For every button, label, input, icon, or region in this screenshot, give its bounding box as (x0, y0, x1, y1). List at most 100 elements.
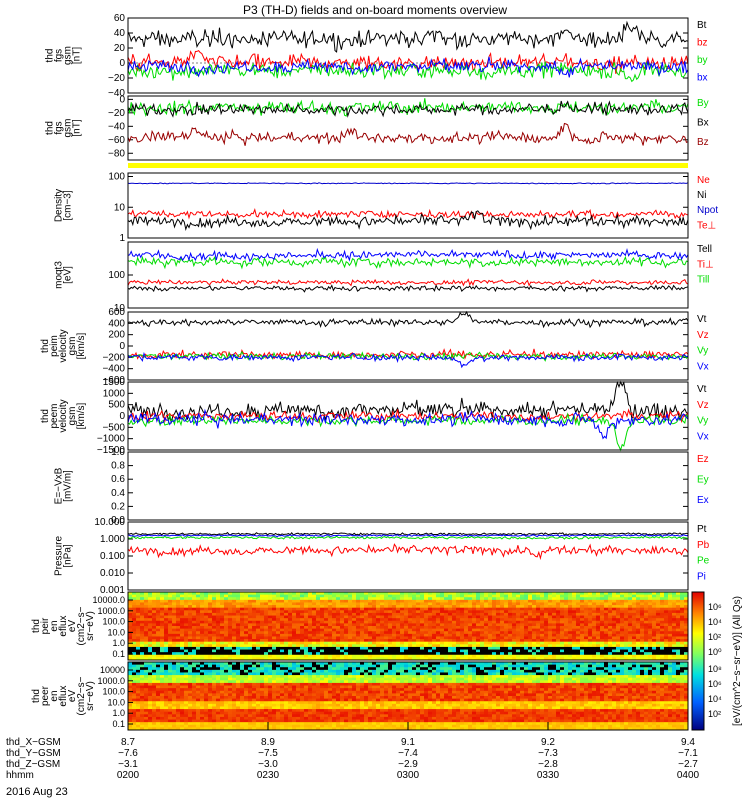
spectrogram-cell (284, 628, 289, 632)
spectrogram-cell (132, 677, 137, 681)
spectrogram-cell (640, 636, 645, 640)
spectrogram-cell (624, 602, 629, 606)
spectrogram-cell (416, 605, 421, 609)
spectrogram-cell (140, 612, 145, 616)
spectrogram-cell (260, 610, 265, 614)
spectrogram-cell (684, 607, 689, 611)
spectrogram-cell (632, 597, 637, 601)
spectrogram-cell (232, 688, 237, 692)
spectrogram-cell (256, 716, 261, 720)
spectrogram-cell (464, 636, 469, 640)
spectrogram-cell (216, 672, 221, 676)
spectrogram-cell (352, 644, 357, 648)
spectrogram-cell (312, 597, 317, 601)
spectrogram-cell (636, 612, 641, 616)
spectrogram-cell (360, 607, 365, 611)
spectrogram-cell (532, 646, 537, 650)
spectrogram-cell (452, 612, 457, 616)
spectrogram-cell (600, 602, 605, 606)
spectrogram-cell (188, 664, 193, 668)
spectrogram-cell (284, 698, 289, 702)
spectrogram-cell (188, 722, 193, 726)
spectrogram-cell (440, 592, 445, 596)
spectrogram-cell (348, 646, 353, 650)
spectrogram-cell (444, 623, 449, 627)
spectrogram-cell (412, 599, 417, 603)
spectrogram-cell (560, 633, 565, 637)
spectrogram-cell (548, 628, 553, 632)
spectrogram-cell (504, 652, 509, 656)
spectrogram-cell (520, 599, 525, 603)
legend-vx: Vx (697, 361, 709, 372)
spectrogram-cell (652, 607, 657, 611)
spectrogram-cell (672, 652, 677, 656)
spectrogram-cell (296, 618, 301, 622)
legend-npot: Npot (697, 205, 718, 216)
spectrogram-cell (524, 649, 529, 653)
spectrogram-cell (196, 631, 201, 635)
spectrogram-cell (496, 597, 501, 601)
spectrogram-cell (212, 649, 217, 653)
spectrogram-cell (272, 649, 277, 653)
spectrogram-cell (168, 641, 173, 645)
spectrogram-cell (532, 610, 537, 614)
spectrogram-cell (392, 641, 397, 645)
spectrogram-cell (560, 652, 565, 656)
spectrogram-cell (532, 652, 537, 656)
spectrogram-cell (136, 641, 141, 645)
spectrogram-cell (172, 696, 177, 700)
spectrogram-cell (252, 612, 257, 616)
spectrogram-cell (416, 615, 421, 619)
spectrogram-cell (656, 605, 661, 609)
spectrogram-cell (140, 667, 145, 671)
spectrogram-cell (464, 599, 469, 603)
spectrogram-cell (220, 618, 225, 622)
spectrogram-cell (148, 680, 153, 684)
spectrogram-cell (220, 597, 225, 601)
spectrogram-cell (560, 641, 565, 645)
spectrogram-cell (168, 685, 173, 689)
spectrogram-cell (240, 667, 245, 671)
spectrogram-cell (676, 649, 681, 653)
spectrogram-cell (160, 599, 165, 603)
spectrogram-cell (564, 641, 569, 645)
spectrogram-cell (180, 727, 185, 731)
spectrogram-cell (608, 633, 613, 637)
spectrogram-cell (132, 631, 137, 635)
spectrogram-cell (396, 631, 401, 635)
spectrogram-cell (300, 618, 305, 622)
spectrogram-cell (164, 618, 169, 622)
spectrogram-cell (540, 639, 545, 643)
spectrogram-cell (152, 703, 157, 707)
spectrogram-cell (676, 633, 681, 637)
spectrogram-cell (436, 612, 441, 616)
spectrogram-cell (352, 633, 357, 637)
spectrogram-cell (464, 626, 469, 630)
spectrogram-cell (236, 698, 241, 702)
spectrogram-cell (392, 615, 397, 619)
spectrogram-cell (564, 657, 569, 661)
spectrogram-cell (432, 646, 437, 650)
spectrogram-cell (272, 727, 277, 731)
spectrogram-cell (212, 602, 217, 606)
spectrogram-cell (128, 615, 133, 619)
spectrogram-cell (200, 654, 205, 658)
spectrogram-cell (460, 657, 465, 661)
spectrogram-cell (668, 636, 673, 640)
spectrogram-cell (644, 641, 649, 645)
spectrogram-cell (220, 716, 225, 720)
ytick-label: 0.0 (111, 515, 125, 526)
spectrogram-cell (640, 641, 645, 645)
spectrogram-cell (464, 654, 469, 658)
spectrogram-cell (172, 677, 177, 681)
spectrogram-cell (520, 654, 525, 658)
spectrogram-cell (604, 626, 609, 630)
spectrogram-cell (288, 633, 293, 637)
spectrogram-cell (204, 654, 209, 658)
spectrogram-cell (672, 597, 677, 601)
spectrogram-cell (348, 594, 353, 598)
spectrogram-cell (400, 599, 405, 603)
spectrogram-cell (176, 633, 181, 637)
spectrogram-cell (572, 623, 577, 627)
spectrogram-cell (512, 639, 517, 643)
